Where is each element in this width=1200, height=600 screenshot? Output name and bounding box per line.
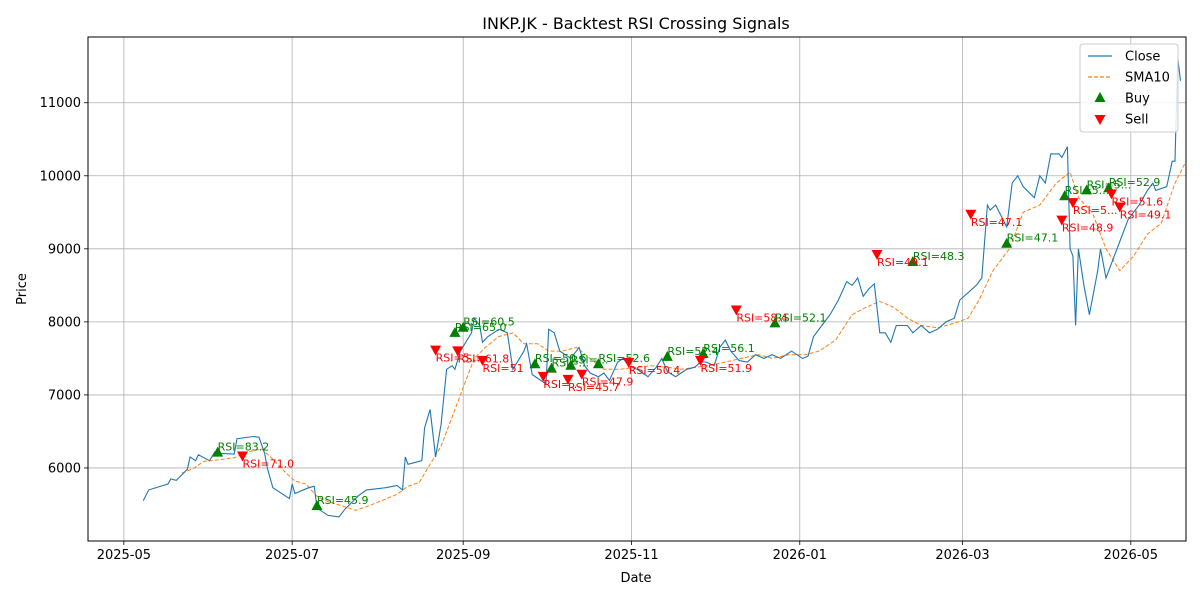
sell-marker <box>871 249 883 260</box>
sell-rsi-label: RSI=49.1 <box>1120 208 1172 221</box>
sell-rsi-label: RSI=50.4 <box>629 364 681 377</box>
sell-rsi-label: RSI=51.6 <box>1112 195 1164 208</box>
buy-marker <box>1001 237 1013 248</box>
sell-marker <box>562 374 574 385</box>
legend-sell-swatch <box>1094 115 1106 125</box>
sell-marker <box>965 209 977 220</box>
x-tick-label: 2026-03 <box>935 548 989 563</box>
legend-box <box>1079 43 1179 133</box>
x-tick-label: 2026-01 <box>773 548 827 563</box>
y-tick-label: 11000 <box>40 96 81 111</box>
buy-rsi-label: RSI=60.5 <box>463 316 515 329</box>
sell-marker <box>730 305 742 316</box>
y-tick-label: 6000 <box>48 461 81 476</box>
buy-rsi-label: RSI=45.9 <box>317 494 369 507</box>
buy-marker <box>1081 184 1093 195</box>
legend-label: Sell <box>1125 113 1148 128</box>
close-line <box>142 57 1182 518</box>
sell-marker <box>1056 215 1068 226</box>
sell-rsi-label: RSI=5... <box>1073 204 1118 217</box>
sell-rsi-label: RSI=45.7 <box>568 381 620 394</box>
x-tick-label: 2025-09 <box>436 548 490 563</box>
x-tick-label: 2025-07 <box>265 548 319 563</box>
sell-rsi-label: RSI=... <box>543 378 581 391</box>
buy-rsi-label: RSI=83.2 <box>218 441 270 454</box>
sell-rsi-label: RSI=71.0 <box>242 458 294 471</box>
buy-rsi-label: RSI=52.1 <box>775 311 827 324</box>
sell-rsi-label: RSI=58.4 <box>736 311 788 324</box>
buy-marker <box>661 350 673 361</box>
sell-rsi-label: RSI=47.9 <box>582 376 634 389</box>
y-tick-label: 8000 <box>48 315 81 330</box>
buy-rsi-label: RSI=48.3 <box>913 250 965 263</box>
sell-marker <box>477 355 489 366</box>
buy-marker <box>907 255 919 266</box>
sell-marker <box>537 371 549 382</box>
x-tick-label: 2025-11 <box>604 548 658 563</box>
y-tick-label: 9000 <box>48 242 81 257</box>
sell-marker <box>694 355 706 366</box>
sell-marker <box>430 345 442 356</box>
sell-marker <box>236 451 248 462</box>
buy-marker <box>565 359 577 370</box>
axis-ticks: 2025-05 2025-07 2025-09 2025-11 2026-01 2026-… <box>40 96 1158 563</box>
buy-marker <box>769 317 781 328</box>
y-tick-label: 10000 <box>40 169 81 184</box>
y-axis-label: Price <box>15 273 30 305</box>
close-series <box>142 57 1182 518</box>
legend-label: Buy <box>1125 92 1150 107</box>
legend-label: SMA10 <box>1125 71 1170 86</box>
x-tick-label: 2026-05 <box>1104 548 1158 563</box>
sell-rsi-label: RSI=49.1 <box>877 256 929 269</box>
sell-marker <box>623 358 635 369</box>
buy-rsi-label: RSI=56.1 <box>703 342 755 355</box>
sma10-series <box>181 160 1187 511</box>
buy-marker <box>697 348 709 359</box>
sell-rsi-label: RSI=47.1 <box>971 216 1023 229</box>
buy-marker <box>457 321 469 332</box>
sell-marker <box>1114 202 1126 213</box>
buy-rsi-label: RSI=47.1 <box>1007 232 1059 245</box>
buy-marker <box>545 362 557 373</box>
plot-frame <box>87 36 1187 542</box>
sell-rsi-label: RSI=51 <box>483 362 524 375</box>
legend-label: Close <box>1125 50 1160 65</box>
signal-markers: RSI=83.2RSI=45.9RSI=65.0RSI=60.5RSI=50.6… <box>212 176 1171 510</box>
buy-marker <box>311 499 323 510</box>
buy-marker <box>212 446 224 457</box>
buy-marker <box>1059 190 1071 201</box>
buy-marker <box>592 358 604 369</box>
x-tick-label: 2025-05 <box>97 548 151 563</box>
sell-rsi-label: RSI=5... <box>436 352 481 365</box>
sell-marker <box>1106 189 1118 200</box>
x-axis-label: Date <box>620 571 651 586</box>
sell-marker <box>1067 198 1079 209</box>
sell-rsi-label: RSI=48.9 <box>1062 222 1114 235</box>
y-tick-label: 7000 <box>48 388 81 403</box>
chart-title: INKP.JK - Backtest RSI Crossing Signals <box>482 14 789 33</box>
legend-buy-swatch <box>1094 92 1106 102</box>
grid <box>88 37 1186 541</box>
buy-marker <box>529 358 541 369</box>
sell-marker <box>452 346 464 357</box>
sell-marker <box>576 369 588 380</box>
legend: Close SMA10 Buy Sell <box>1079 43 1179 133</box>
buy-rsi-label: RSI=50.6 <box>535 352 587 365</box>
sma10-line <box>181 160 1187 511</box>
buy-rsi-label: RSI=52.9 <box>1109 176 1161 189</box>
buy-marker <box>449 326 461 337</box>
sell-rsi-label: RSI=51.9 <box>700 362 752 375</box>
